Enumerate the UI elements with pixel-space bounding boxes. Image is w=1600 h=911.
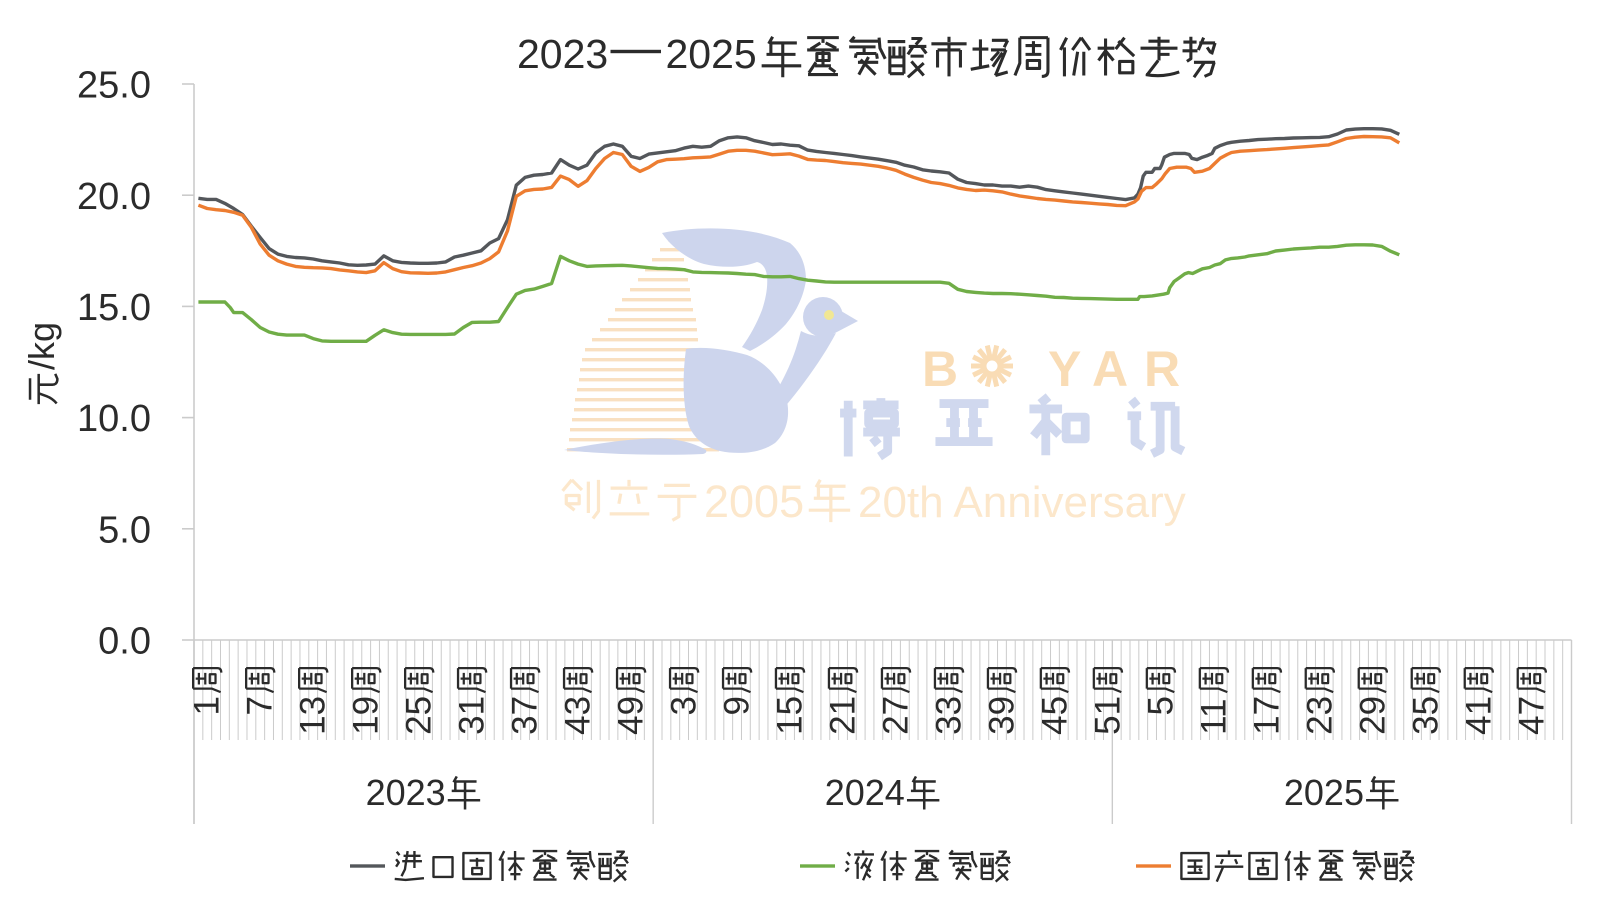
svg-text:47: 47 [1512, 696, 1551, 735]
svg-text:1: 1 [188, 696, 227, 715]
svg-text:2024: 2024 [825, 772, 905, 813]
svg-text:A: A [1092, 341, 1128, 397]
svg-text:2025: 2025 [666, 31, 757, 77]
svg-text:35: 35 [1406, 696, 1445, 735]
svg-text:10.0: 10.0 [77, 398, 151, 440]
svg-text:20th Anniversary: 20th Anniversary [858, 478, 1186, 527]
svg-text:2025: 2025 [1284, 772, 1364, 813]
svg-text:39: 39 [983, 696, 1022, 735]
svg-text:19: 19 [347, 696, 386, 735]
svg-text:13: 13 [294, 696, 333, 735]
svg-text:/kg: /kg [21, 322, 62, 370]
svg-text:25.0: 25.0 [77, 65, 151, 107]
svg-text:3: 3 [665, 696, 704, 715]
svg-text:27: 27 [877, 696, 916, 735]
svg-text:25: 25 [400, 696, 439, 735]
svg-text:43: 43 [559, 696, 598, 735]
svg-text:2005: 2005 [704, 476, 804, 527]
svg-text:9: 9 [718, 696, 757, 715]
svg-text:20.0: 20.0 [77, 176, 151, 218]
svg-text:37: 37 [506, 696, 545, 735]
svg-text:23: 23 [1300, 696, 1339, 735]
svg-text:Y: Y [1048, 341, 1081, 397]
svg-text:51: 51 [1088, 696, 1127, 735]
svg-text:5.0: 5.0 [98, 509, 151, 551]
svg-text:15: 15 [771, 696, 810, 735]
svg-text:R: R [1144, 341, 1180, 397]
svg-text:2023: 2023 [366, 772, 446, 813]
svg-text:B: B [922, 341, 958, 397]
svg-text:31: 31 [453, 696, 492, 735]
svg-text:21: 21 [824, 696, 863, 735]
svg-text:33: 33 [930, 696, 969, 735]
svg-text:2023: 2023 [517, 31, 608, 77]
svg-text:15.0: 15.0 [77, 287, 151, 329]
svg-text:7: 7 [241, 696, 280, 715]
svg-text:41: 41 [1459, 696, 1498, 735]
svg-text:11: 11 [1194, 699, 1233, 735]
svg-text:49: 49 [612, 696, 651, 735]
svg-text:17: 17 [1247, 696, 1286, 735]
svg-text:0.0: 0.0 [98, 621, 151, 663]
svg-text:45: 45 [1035, 696, 1074, 735]
svg-text:29: 29 [1353, 696, 1392, 735]
svg-text:5: 5 [1141, 696, 1180, 715]
